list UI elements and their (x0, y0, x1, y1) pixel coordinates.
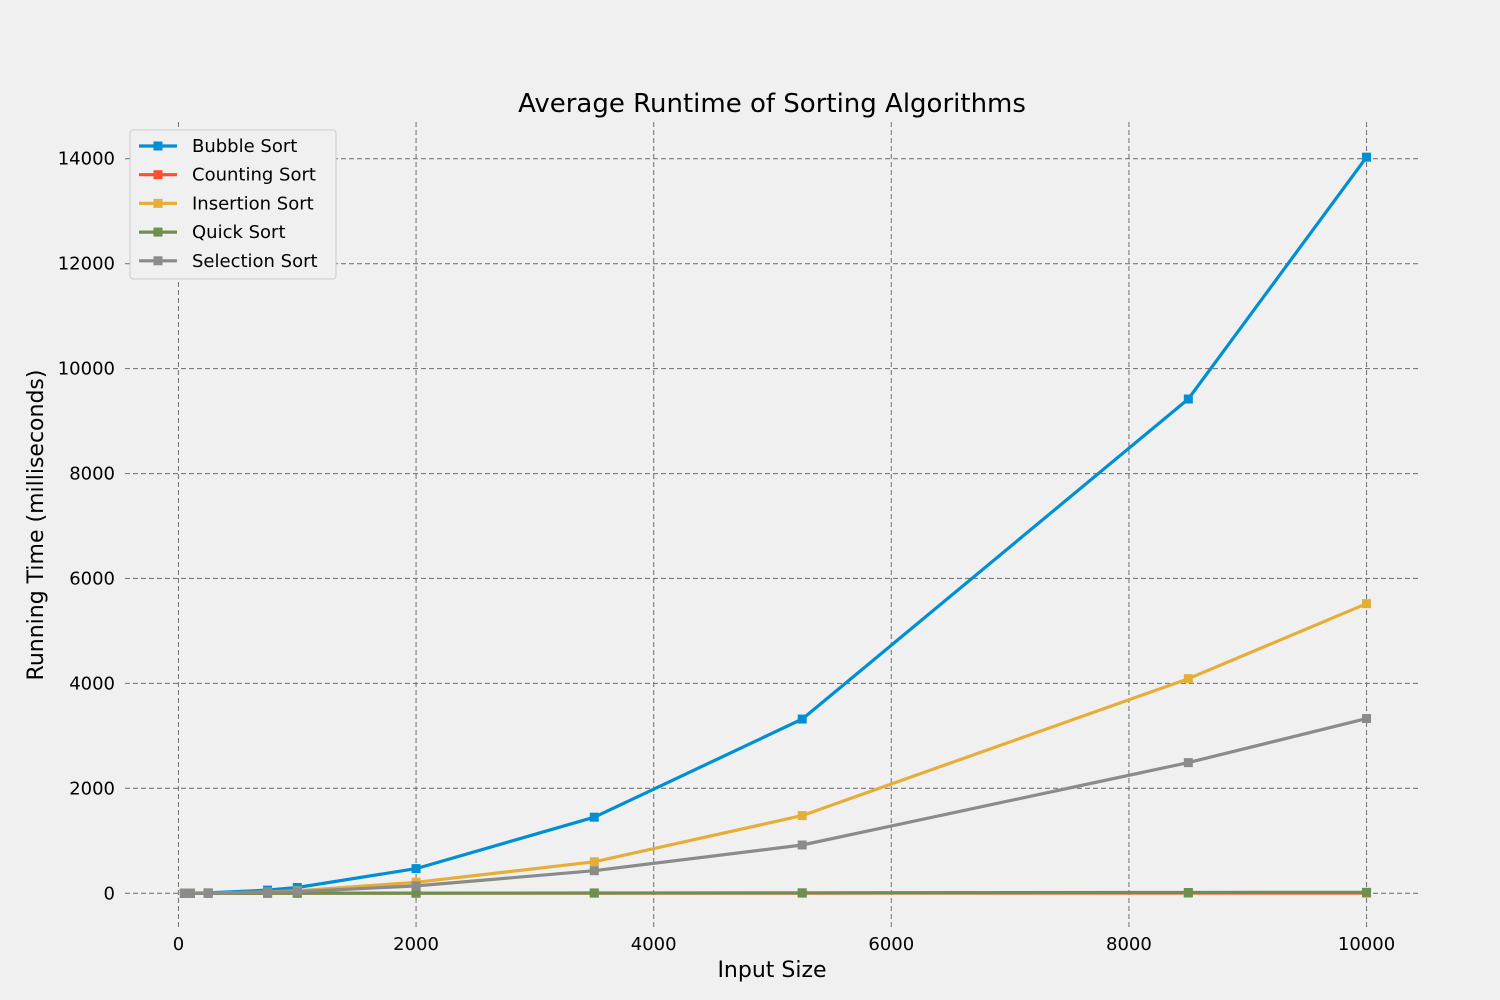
data-point (797, 714, 807, 724)
y-tick-label: 10000 (58, 359, 115, 380)
legend-entry: Insertion Sort (139, 193, 314, 214)
data-point (185, 888, 195, 898)
legend-label: Insertion Sort (192, 193, 314, 214)
legend-swatch-marker (153, 198, 163, 208)
legend: Bubble Sort Counting Sort Insertion Sort Qu… (129, 129, 337, 280)
legend-label: Quick Sort (192, 222, 286, 243)
data-point (1183, 394, 1193, 404)
legend-label: Selection Sort (192, 251, 318, 272)
legend-label: Bubble Sort (192, 136, 297, 157)
legend-entry: Selection Sort (139, 251, 318, 272)
x-axis-label: Input Size (717, 958, 826, 983)
legend-swatch-marker (153, 170, 163, 180)
data-point (1183, 887, 1193, 897)
x-tick-label: 6000 (868, 934, 914, 955)
y-tick-label: 2000 (69, 778, 115, 799)
series-4 (179, 714, 1372, 898)
data-point (797, 888, 807, 898)
data-point (179, 888, 189, 898)
data-point (1362, 887, 1372, 897)
legend-box (129, 129, 337, 280)
y-tick-label: 0 (104, 883, 115, 904)
data-point (411, 864, 421, 874)
y-axis-label: Running Time (milliseconds) (24, 370, 49, 681)
x-tick-label: 0 (173, 934, 184, 955)
y-tick-label: 4000 (69, 673, 115, 694)
series-0 (179, 152, 1372, 898)
data-point (589, 857, 599, 867)
legend-swatch-marker (153, 227, 163, 237)
data-point (797, 840, 807, 850)
data-point (797, 811, 807, 821)
data-point (589, 888, 599, 898)
x-tick-label: 4000 (631, 934, 677, 955)
data-point (263, 887, 273, 897)
data-point (1183, 674, 1193, 684)
data-point (589, 866, 599, 876)
y-axis-ticks: 0 2000 4000 6000 8000 10000 12000 14000 (58, 149, 115, 905)
chart-title: Average Runtime of Sorting Algorithms (518, 89, 1026, 119)
data-point (589, 812, 599, 822)
data-point (1362, 599, 1372, 609)
series-2 (179, 599, 1372, 898)
legend-swatch-marker (153, 141, 163, 151)
legend-entry: Counting Sort (139, 165, 316, 186)
grid (125, 122, 1420, 930)
legend-entry: Quick Sort (139, 222, 286, 243)
series-line (184, 156, 1368, 895)
legend-entry: Bubble Sort (139, 136, 297, 157)
data-point (203, 888, 213, 898)
data-point (411, 881, 421, 891)
x-tick-label: 8000 (1106, 934, 1152, 955)
legend-swatch-marker (153, 256, 163, 266)
data-point (411, 888, 421, 898)
data-point (1183, 758, 1193, 768)
y-tick-label: 6000 (69, 568, 115, 589)
x-tick-label: 2000 (393, 934, 439, 955)
x-tick-label: 10000 (1338, 934, 1395, 955)
data-point (1362, 714, 1372, 724)
series-lines (179, 152, 1372, 898)
legend-label: Counting Sort (192, 165, 316, 186)
data-point (292, 887, 302, 897)
data-point (1362, 152, 1372, 162)
y-tick-label: 12000 (58, 254, 115, 275)
series-line (184, 717, 1367, 895)
x-axis-ticks: 0 2000 4000 6000 8000 10000 (173, 934, 1395, 955)
y-tick-label: 8000 (69, 464, 115, 485)
y-tick-label: 14000 (58, 149, 115, 170)
